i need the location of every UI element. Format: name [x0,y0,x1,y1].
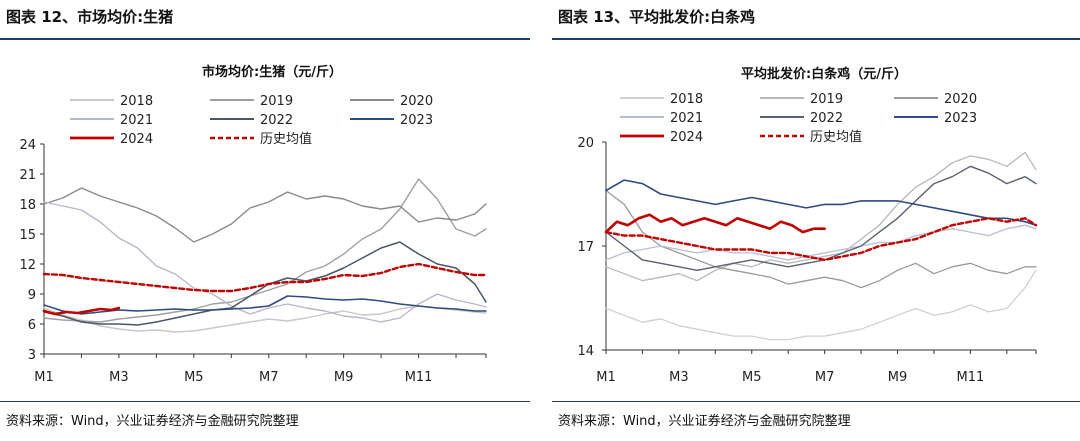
legend-label: 2019 [810,92,843,107]
chart-panel-hog: 图表 12、市场均价:生猪 市场均价:生猪（元/斤） 2018 2019 2020 20… [0,0,530,441]
chart-title: 市场均价:生猪（元/斤） [202,64,342,80]
y-tick-label: 9 [28,288,36,303]
y-tick-label: 6 [28,318,36,333]
y-tick-label: 17 [577,240,594,255]
x-tick-label: M1 [34,370,54,385]
series-line-2019 [43,178,487,323]
legend-label: 历史均值 [260,131,312,147]
x-tick-label: M11 [957,370,985,385]
series-line-历史均值 [604,217,1038,262]
legend-label: 2021 [120,113,153,128]
y-tick-label: 20 [577,136,594,151]
series-line-2024 [604,213,826,234]
legend-label: 2018 [120,94,153,109]
legend-label: 2020 [400,94,433,109]
chicken-price-chart: 平均批发价:白条鸡（元/斤） 2018 2019 2020 2021 2022 2023 20… [577,66,1038,385]
legend-label: 2023 [944,111,977,126]
series-line-2020 [43,187,487,243]
legend-label: 2020 [944,92,977,107]
legend-label: 2024 [670,130,703,145]
top-rule [0,38,530,40]
legend-label: 2019 [260,94,293,109]
source-note: 资料来源：Wind，兴业证券经济与金融研究院整理 [558,414,851,429]
x-tick-label: M9 [888,370,908,385]
series-line-2024 [42,306,121,316]
y-tick-label: 3 [28,348,36,363]
x-tick-label: M3 [669,370,689,385]
x-tick-label: M1 [596,370,616,385]
series-line-2023 [43,295,487,315]
y-tick-label: 24 [19,138,36,153]
bottom-rule [0,401,530,402]
legend-label: 2022 [260,113,293,128]
y-tick-label: 15 [19,228,36,243]
source-note: 资料来源：Wind，兴业证券经济与金融研究院整理 [6,414,299,429]
figure-title: 图表 12、市场均价:生猪 [6,8,174,26]
series-line-2021 [43,201,487,323]
chart-panel-chicken: 图表 13、平均批发价:白条鸡 平均批发价:白条鸡（元/斤） 2018 2019 20… [552,0,1080,441]
x-tick-label: M5 [184,370,204,385]
x-tick-label: M11 [405,370,433,385]
series-line-2023 [605,179,1037,226]
legend-label: 2024 [120,132,153,147]
y-tick-label: 18 [19,198,36,213]
x-tick-label: M9 [334,370,354,385]
legend-label: 2021 [670,111,703,126]
y-tick-label: 14 [577,344,594,359]
top-rule [552,38,1080,40]
legend-label: 2018 [670,92,703,107]
bottom-rule [552,401,1080,402]
y-tick-label: 21 [19,168,36,183]
legend-label: 2022 [810,111,843,126]
x-tick-label: M7 [259,370,279,385]
legend-label: 2023 [400,113,433,128]
legend-label: 历史均值 [810,129,862,145]
series-line-历史均值 [42,262,488,293]
series-line-2020 [605,189,1037,289]
series-line-2022 [43,241,487,326]
x-tick-label: M7 [815,370,835,385]
figure-title: 图表 13、平均批发价:白条鸡 [558,8,756,26]
series-line-2018 [605,269,1037,341]
series-line-2019 [605,151,1037,282]
series-line-2021 [605,224,1037,261]
hog-price-chart: 市场均价:生猪（元/斤） 2018 2019 2020 2021 2022 2023 2024… [19,64,488,385]
y-tick-label: 12 [19,258,36,273]
x-tick-label: M3 [109,370,129,385]
x-tick-label: M5 [742,370,762,385]
chart-title: 平均批发价:白条鸡（元/斤） [741,66,907,82]
